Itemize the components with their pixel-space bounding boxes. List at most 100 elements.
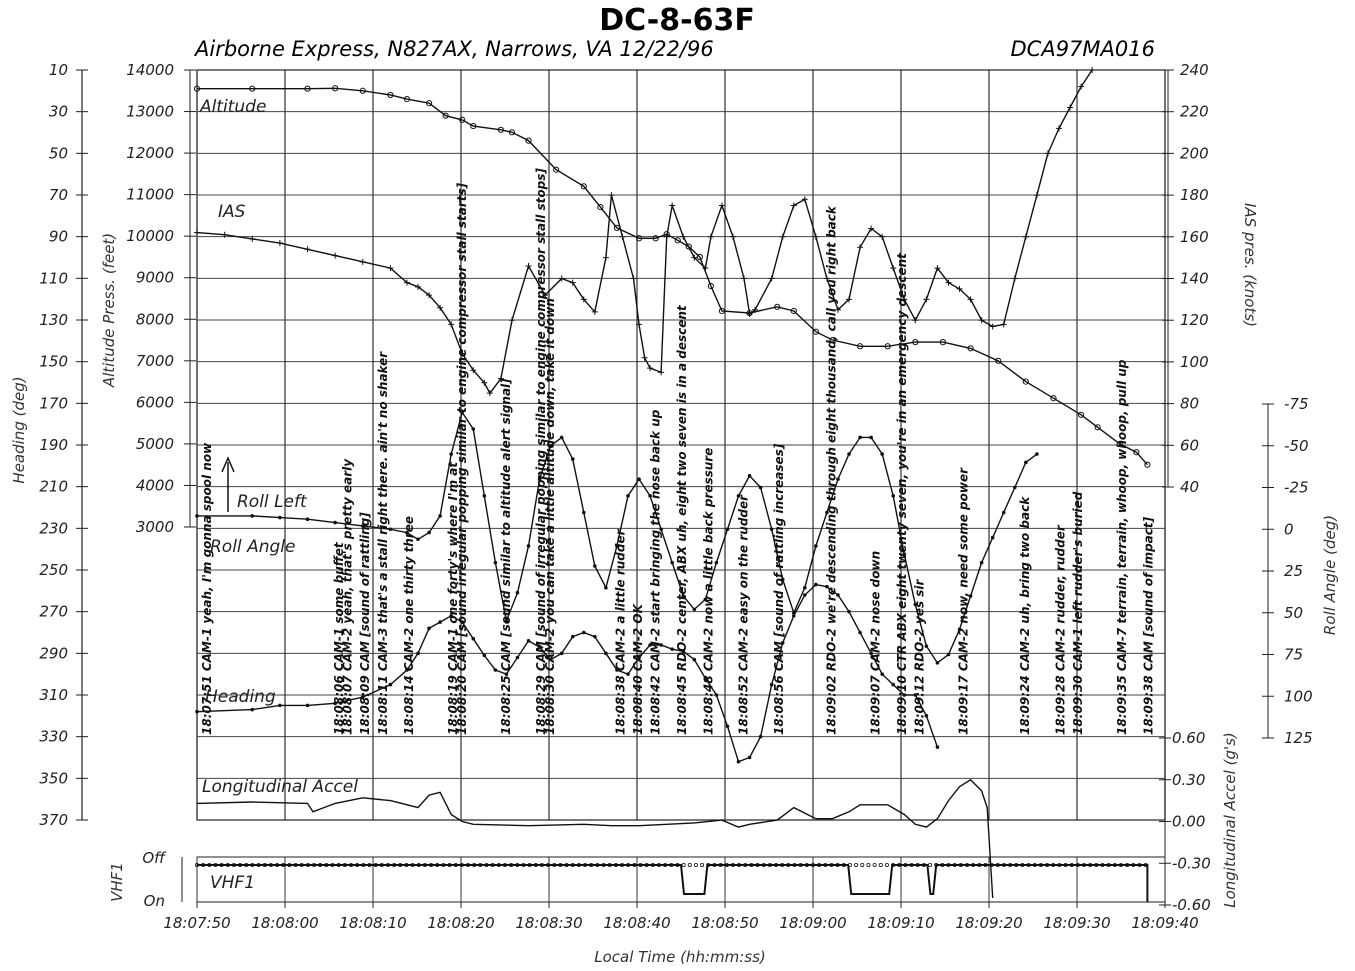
vhf-point [268,863,273,868]
altitude-point [1022,378,1029,385]
vhf-point [1014,863,1019,868]
heading-point [360,695,365,699]
heading-point [803,593,807,597]
heading-point [405,668,409,672]
vhf-point [336,863,341,868]
vhf-point [1038,863,1043,868]
vhf-point [755,863,760,868]
heading-point [836,593,840,597]
heading-tick-label: 70 [49,186,68,204]
roll-point [493,560,498,565]
accel-axis-title: Longitudinal Accel (g's) [1221,732,1239,908]
heading-point [388,682,393,687]
roll-point [471,427,476,431]
vhf-point [712,863,717,868]
ias-point [542,292,549,299]
vhf-point [287,863,292,868]
altitude-tick-label: 10000 [126,227,174,245]
roll-point [957,627,962,632]
annotation-text: 18:08:14 CAM-2 one thirty three [402,516,416,735]
heading-line [196,583,939,763]
ias-point [801,196,808,203]
heading-point [681,649,686,654]
ias-point [857,244,864,251]
ias-tick-label: 40 [1180,478,1199,496]
altitude-tick-label: 8000 [136,310,174,328]
ias-point [1067,104,1074,111]
vhf-point [638,863,643,868]
accel-tick-label: -0.30 [1172,854,1211,872]
vhf-point [749,863,754,868]
vhf-point [681,863,686,868]
heading-point [670,647,674,651]
roll-tick-label: -25 [1284,479,1309,497]
vhf-point [1026,863,1031,868]
annotation-text: 18:09:35 CAM-7 terrain, terrain, whoop, … [1115,359,1129,735]
altitude-point [1144,461,1151,468]
data-series [193,67,1151,902]
vhf-point [989,863,994,868]
altitude-point [884,343,891,350]
annotation-text: 18:08:20 CAM [sound irregular popping si… [455,182,469,735]
accel-tick-label: 0.30 [1172,771,1205,789]
roll-point [891,494,896,498]
heading-point [703,676,708,681]
heading-tick-label: 30 [49,103,68,121]
vhf-point [909,863,914,868]
vhf-point [774,863,779,868]
vhf-point [484,863,489,868]
altitude-tick-label: 12000 [126,144,174,162]
vhf-point [940,863,945,868]
ias-point [1044,150,1051,157]
roll-point [979,560,984,565]
vhf-point [860,863,865,868]
vhf-point [318,863,323,868]
vhf-point [928,863,933,868]
vhf-point [404,863,409,868]
heading-tick-label: 50 [49,144,68,162]
vhf-point [718,863,723,868]
vhf-point [847,863,852,868]
vhf-point [866,863,871,868]
vhf-point [459,863,464,868]
vhf-point [706,863,711,868]
vhf-point [841,863,846,868]
vhf-point [1094,863,1099,868]
roll-point [581,510,586,515]
roll-left-arrow-icon [221,456,235,512]
heading-point [758,734,763,739]
x-tick-label: 18:09:10 [867,914,934,932]
heading-point [935,745,940,749]
roll-point [946,652,951,657]
roll-point [736,494,741,498]
vhf-point [1137,863,1142,868]
ias-point [459,350,466,357]
ias-point [1022,233,1029,240]
ias-point [403,279,410,286]
vhf-line [197,864,1149,902]
roll-point [1035,452,1039,456]
vhf-point [811,863,816,868]
annotation-text: 18:08:42 CAM-2 start bringing the nose b… [649,409,663,735]
series-labels: Altitude IAS Roll Left Roll Angle Heading Lon… [199,97,358,893]
vhf-point [872,863,877,868]
heading-point [604,651,608,656]
ias-point [967,296,974,303]
vhf-point [804,863,809,868]
vhf-point [225,863,230,868]
roll-point [416,537,420,542]
x-tick-label: 18:09:40 [1131,914,1198,932]
vhf-point [1143,863,1148,868]
vhf-point [207,863,212,868]
ias-point [1055,125,1062,132]
altitude-point [652,235,659,242]
roll-point [681,594,686,598]
ias-point [630,275,637,282]
roll-tick-label: 100 [1284,687,1313,705]
vhf-point [1112,863,1117,868]
vhf-point [897,863,902,868]
ias-point [934,265,941,272]
lower-panels-grid [196,856,1166,903]
ias-point [691,254,698,261]
